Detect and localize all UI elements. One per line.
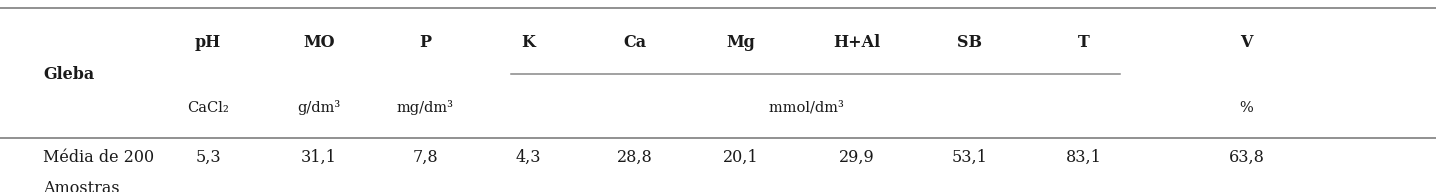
Text: 53,1: 53,1 xyxy=(952,149,987,166)
Text: V: V xyxy=(1241,34,1252,51)
Text: K: K xyxy=(521,34,536,51)
Text: 31,1: 31,1 xyxy=(302,149,336,166)
Text: 4,3: 4,3 xyxy=(516,149,541,166)
Text: 7,8: 7,8 xyxy=(412,149,438,166)
Text: mg/dm³: mg/dm³ xyxy=(396,100,454,115)
Text: pH: pH xyxy=(195,34,221,51)
Text: 5,3: 5,3 xyxy=(195,149,221,166)
Text: 28,8: 28,8 xyxy=(617,149,652,166)
Text: H+Al: H+Al xyxy=(834,34,880,51)
Text: g/dm³: g/dm³ xyxy=(297,100,340,115)
Text: Mg: Mg xyxy=(727,34,755,51)
Text: Ca: Ca xyxy=(623,34,646,51)
Text: SB: SB xyxy=(956,34,982,51)
Text: 20,1: 20,1 xyxy=(724,149,758,166)
Text: Gleba: Gleba xyxy=(43,66,95,83)
Text: mmol⁣/dm³: mmol⁣/dm³ xyxy=(768,101,844,114)
Text: 63,8: 63,8 xyxy=(1229,149,1264,166)
Text: P: P xyxy=(419,34,431,51)
Text: T: T xyxy=(1078,34,1090,51)
Text: 83,1: 83,1 xyxy=(1067,149,1101,166)
Text: Amostras: Amostras xyxy=(43,180,119,192)
Text: 29,9: 29,9 xyxy=(840,149,875,166)
Text: MO: MO xyxy=(303,34,335,51)
Text: %: % xyxy=(1239,101,1254,114)
Text: CaCl₂: CaCl₂ xyxy=(187,101,230,114)
Text: Média de 200: Média de 200 xyxy=(43,149,154,166)
